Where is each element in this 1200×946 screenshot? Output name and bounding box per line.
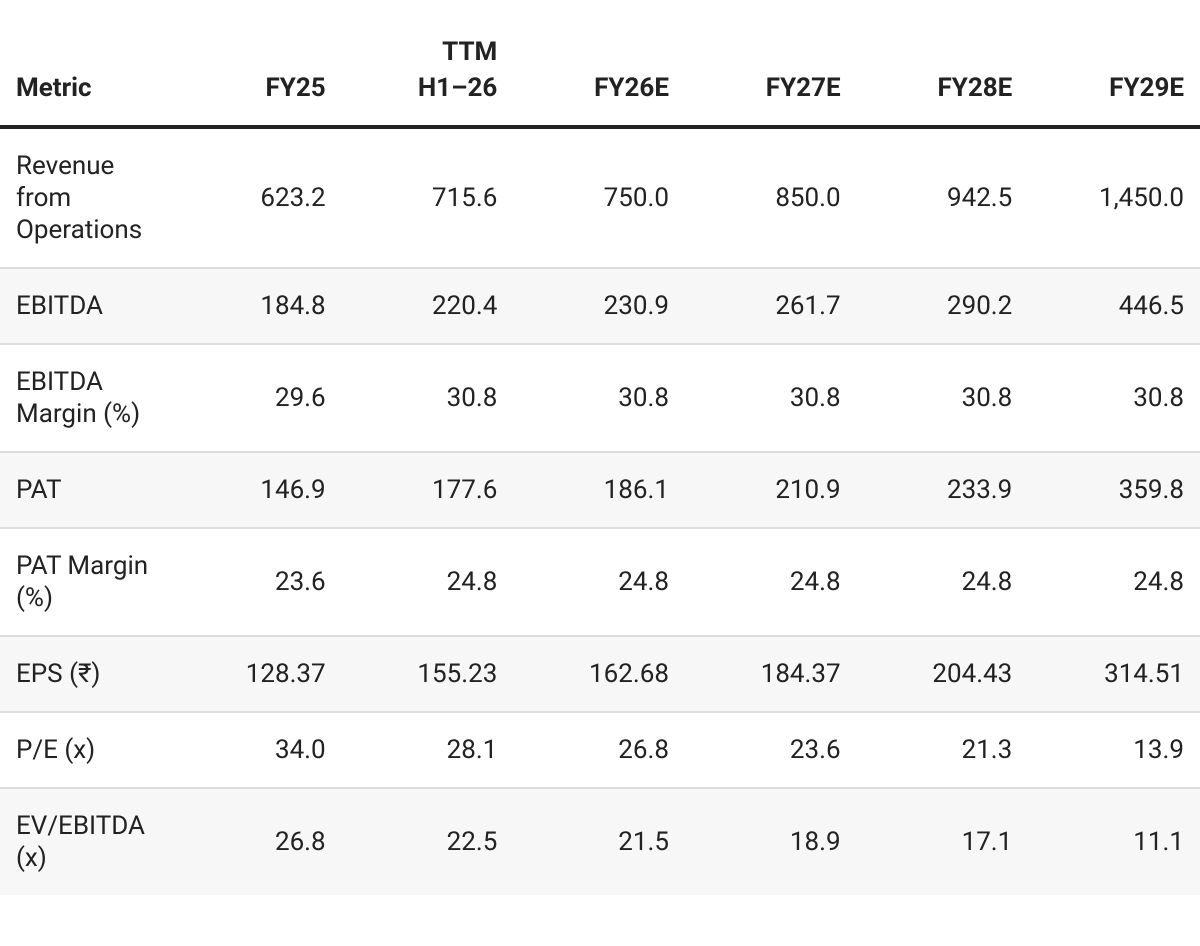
column-header: FY27E bbox=[684, 0, 857, 129]
metric-value: 623.2 bbox=[170, 127, 342, 269]
metric-value: 186.1 bbox=[513, 452, 685, 529]
metric-value: 30.8 bbox=[341, 344, 514, 453]
metric-value: 715.6 bbox=[341, 127, 514, 269]
metric-value: 24.8 bbox=[684, 528, 857, 637]
metric-value: 13.9 bbox=[1028, 712, 1200, 789]
metric-value: 184.8 bbox=[170, 268, 342, 345]
metric-value: 233.9 bbox=[856, 452, 1029, 529]
metric-value: 21.3 bbox=[856, 712, 1029, 789]
table-header: Metric FY25 TTM H1–26 FY26E FY27E FY28E FY29E bbox=[0, 0, 1200, 129]
metric-value: 34.0 bbox=[170, 712, 342, 789]
header-text: Metric bbox=[16, 73, 92, 103]
column-header: FY28E bbox=[856, 0, 1029, 129]
metric-value: 220.4 bbox=[341, 268, 514, 345]
metric-value: 155.23 bbox=[341, 636, 514, 713]
metric-value: 1,450.0 bbox=[1028, 127, 1200, 269]
header-text: FY28E bbox=[937, 73, 1013, 103]
header-text: TTM H1–26 bbox=[417, 37, 498, 103]
metric-value: 24.8 bbox=[1028, 528, 1200, 637]
metric-value: 26.8 bbox=[513, 712, 685, 789]
metric-name: Revenue from Operations bbox=[0, 127, 170, 269]
table-row: P/E (x) 34.0 28.1 26.8 23.6 21.3 13.9 bbox=[0, 712, 1200, 789]
table-row: PAT Margin (%) 23.6 24.8 24.8 24.8 24.8 24.8 bbox=[0, 528, 1200, 637]
table-row: PAT 146.9 177.6 186.1 210.9 233.9 359.8 bbox=[0, 452, 1200, 529]
financial-table: Metric FY25 TTM H1–26 FY26E FY27E FY28E FY29E … bbox=[0, 0, 1200, 895]
metric-value: 942.5 bbox=[856, 127, 1029, 269]
metric-value: 17.1 bbox=[856, 788, 1029, 895]
header-text: FY27E bbox=[765, 73, 841, 103]
metric-value: 23.6 bbox=[684, 712, 857, 789]
table-row: Revenue from Operations 623.2 715.6 750.0 85… bbox=[0, 127, 1200, 269]
metric-value: 30.8 bbox=[856, 344, 1029, 453]
table-row: EBITDA 184.8 220.4 230.9 261.7 290.2 446.5 bbox=[0, 268, 1200, 345]
column-header: TTM H1–26 bbox=[341, 0, 514, 129]
metric-value: 24.8 bbox=[513, 528, 685, 637]
header-text: FY25 bbox=[265, 73, 326, 103]
metric-value: 750.0 bbox=[513, 127, 685, 269]
metric-value: 204.43 bbox=[856, 636, 1029, 713]
metric-name: EBITDA bbox=[0, 268, 170, 345]
metric-value: 146.9 bbox=[170, 452, 342, 529]
metric-value: 29.6 bbox=[170, 344, 342, 453]
metric-name: EV/EBITDA (x) bbox=[0, 788, 170, 895]
metric-value: 128.37 bbox=[170, 636, 342, 713]
metric-value: 177.6 bbox=[341, 452, 514, 529]
header-text: FY29E bbox=[1109, 73, 1184, 103]
column-header: Metric bbox=[0, 0, 170, 129]
metric-name: EPS (₹) bbox=[0, 636, 170, 713]
metric-value: 23.6 bbox=[170, 528, 342, 637]
metric-value: 359.8 bbox=[1028, 452, 1200, 529]
metric-value: 210.9 bbox=[684, 452, 857, 529]
metric-value: 30.8 bbox=[513, 344, 685, 453]
metric-name: EBITDA Margin (%) bbox=[0, 344, 170, 453]
metric-value: 28.1 bbox=[341, 712, 514, 789]
metric-value: 162.68 bbox=[513, 636, 685, 713]
metric-value: 446.5 bbox=[1028, 268, 1200, 345]
metric-value: 314.51 bbox=[1028, 636, 1200, 713]
column-header: FY25 bbox=[170, 0, 342, 129]
metric-value: 11.1 bbox=[1028, 788, 1200, 895]
metric-name: P/E (x) bbox=[0, 712, 170, 789]
metric-value: 290.2 bbox=[856, 268, 1029, 345]
metric-name: PAT Margin (%) bbox=[0, 528, 170, 637]
table-body: Revenue from Operations 623.2 715.6 750.0 85… bbox=[0, 127, 1200, 895]
metric-value: 230.9 bbox=[513, 268, 685, 345]
metric-value: 24.8 bbox=[341, 528, 514, 637]
metric-value: 30.8 bbox=[1028, 344, 1200, 453]
header-text: FY26E bbox=[594, 73, 669, 103]
metric-value: 26.8 bbox=[170, 788, 342, 895]
metric-value: 30.8 bbox=[684, 344, 857, 453]
metric-value: 21.5 bbox=[513, 788, 685, 895]
column-header: FY26E bbox=[513, 0, 685, 129]
table-row: EV/EBITDA (x) 26.8 22.5 21.5 18.9 17.1 11.1 bbox=[0, 788, 1200, 895]
metric-name: PAT bbox=[0, 452, 170, 529]
metric-value: 24.8 bbox=[856, 528, 1029, 637]
metric-value: 261.7 bbox=[684, 268, 857, 345]
header-row: Metric FY25 TTM H1–26 FY26E FY27E FY28E FY29E bbox=[0, 0, 1200, 129]
metric-value: 18.9 bbox=[684, 788, 857, 895]
column-header: FY29E bbox=[1028, 0, 1200, 129]
metric-value: 850.0 bbox=[684, 127, 857, 269]
table-row: EPS (₹) 128.37 155.23 162.68 184.37 204.43 314… bbox=[0, 636, 1200, 713]
metric-value: 22.5 bbox=[341, 788, 514, 895]
metric-value: 184.37 bbox=[684, 636, 857, 713]
table-row: EBITDA Margin (%) 29.6 30.8 30.8 30.8 30.8 30.… bbox=[0, 344, 1200, 453]
